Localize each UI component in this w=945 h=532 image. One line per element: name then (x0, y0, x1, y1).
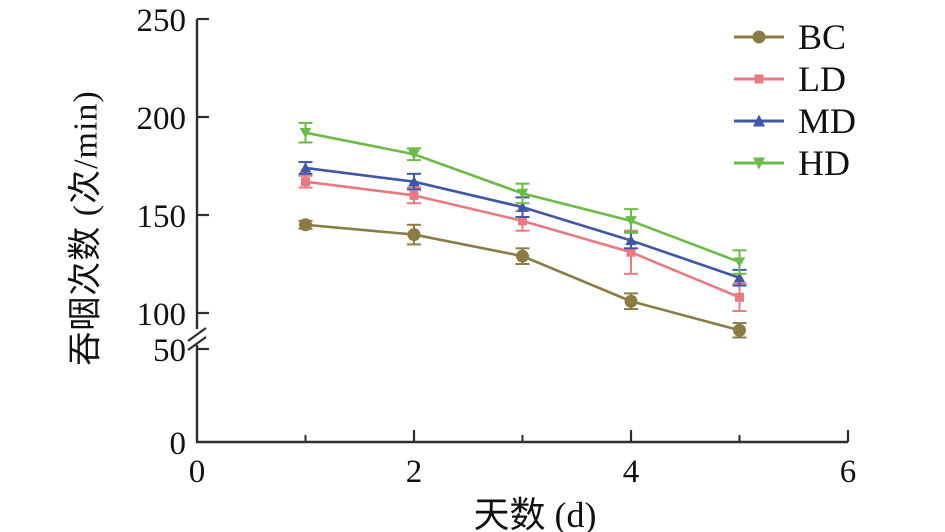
legend-swatch-ld (734, 74, 784, 83)
x-tick-label-2: 2 (406, 454, 423, 490)
legend-label-ld: LD (798, 58, 846, 99)
y-axis-title: 吞咽次数 (次/min) (67, 90, 105, 366)
series-HD (298, 121, 747, 275)
marker-BC-5 (733, 323, 746, 337)
marker-HD-4 (625, 216, 637, 227)
marker-MD-5 (733, 272, 746, 283)
x-tick-label-0: 0 (189, 454, 206, 490)
legend-item-md: MD (732, 100, 857, 141)
legend-swatch-hd (734, 157, 784, 169)
triangle-down-marker-icon (753, 157, 765, 169)
y-tick-label-150: 150 (137, 199, 187, 235)
marker-HD-2 (408, 149, 420, 160)
marker-LD-3 (518, 216, 527, 226)
marker-HD-1 (299, 127, 312, 139)
legend-swatch-bc (734, 30, 784, 43)
series-MD (298, 161, 747, 287)
axis-break-icon (187, 327, 207, 342)
legend-item-bc: BC (732, 16, 856, 57)
marker-BC-3 (516, 249, 529, 263)
legend-label-bc: BC (798, 16, 847, 57)
axis-break-icon (187, 336, 207, 351)
marker-LD-5 (735, 292, 744, 302)
y-tick-label-0: 0 (170, 426, 187, 462)
legend-item-hd: HD (732, 142, 856, 183)
y-tick-label-250: 250 (137, 3, 187, 39)
marker-HD-3 (516, 188, 529, 199)
x-axis-title: 天数 (d) (473, 495, 597, 532)
circle-marker-icon (752, 30, 766, 43)
marker-MD-3 (516, 201, 529, 212)
marker-MD-4 (625, 234, 637, 246)
x-tick-label-6: 6 (840, 454, 857, 490)
y-tick-label-100: 100 (137, 297, 187, 333)
marker-BC-4 (624, 294, 638, 308)
legend: BC LD MD HD (732, 16, 857, 183)
marker-LD-1 (301, 177, 310, 187)
marker-BC-1 (299, 218, 312, 232)
triangle-up-marker-icon (753, 114, 765, 126)
square-marker-icon (754, 74, 764, 83)
y-tick-label-200: 200 (137, 101, 187, 137)
series-BC (298, 218, 747, 339)
legend-swatch-md (734, 114, 784, 126)
marker-HD-5 (733, 257, 746, 268)
legend-label-md: MD (798, 100, 857, 141)
marker-LD-4 (626, 247, 636, 257)
marker-LD-2 (409, 190, 419, 200)
marker-MD-2 (408, 176, 420, 187)
y-tick-label-50: 50 (153, 333, 186, 369)
x-tick-label-4: 4 (623, 454, 640, 490)
legend-label-hd: HD (798, 142, 850, 183)
line-BC (305, 223, 740, 332)
marker-BC-2 (407, 228, 421, 242)
legend-item-ld: LD (732, 58, 856, 99)
marker-MD-1 (299, 162, 312, 173)
